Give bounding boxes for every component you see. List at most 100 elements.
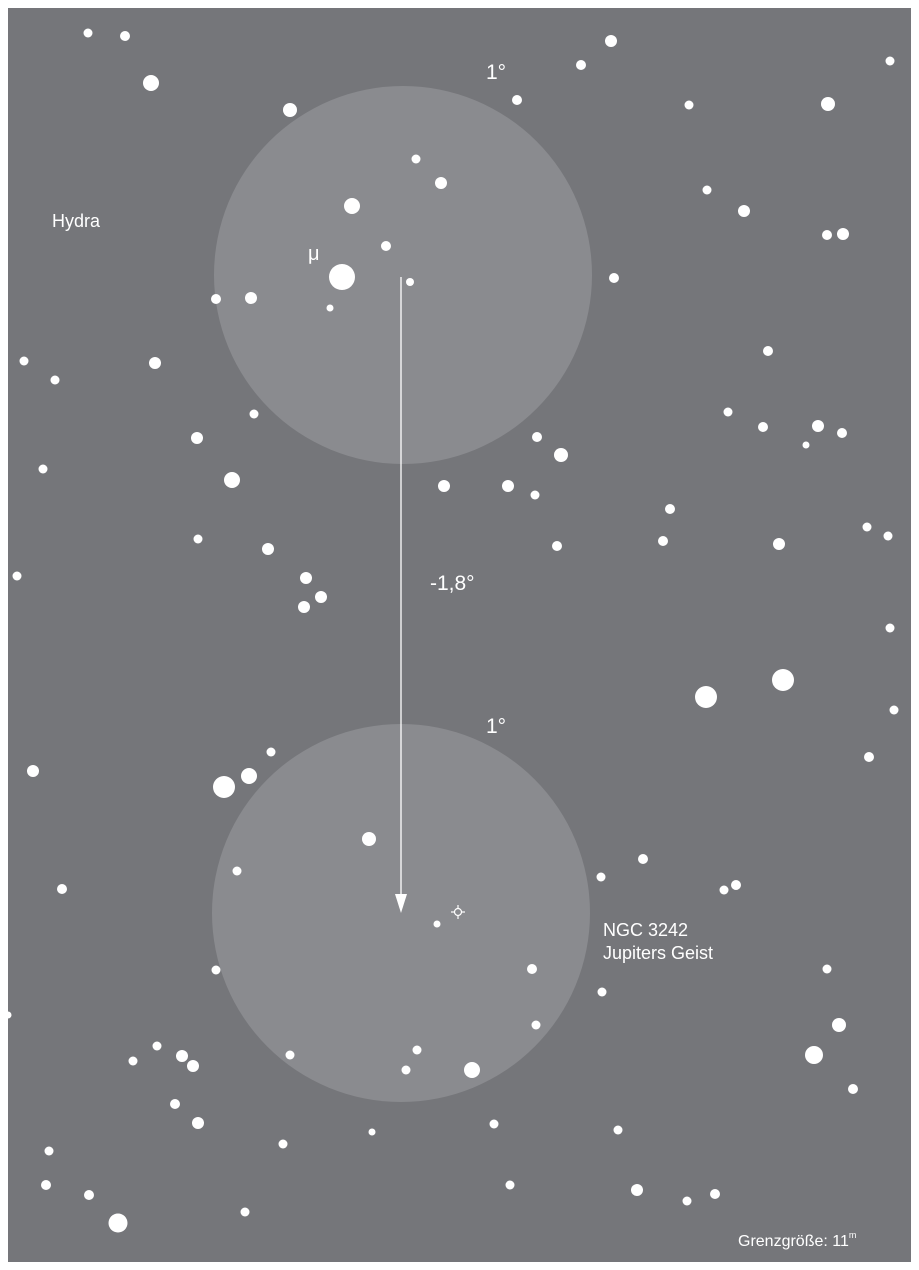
target-name-label: NGC 3242 xyxy=(603,920,688,940)
star xyxy=(211,294,221,304)
star xyxy=(298,601,310,613)
target-common-name-label: Jupiters Geist xyxy=(603,943,713,963)
star-field xyxy=(4,28,899,1233)
star xyxy=(368,1128,376,1136)
star xyxy=(527,964,537,974)
star xyxy=(120,31,130,41)
star xyxy=(502,480,514,492)
star xyxy=(684,100,694,110)
star xyxy=(315,591,327,603)
star xyxy=(152,1041,162,1051)
star xyxy=(864,752,874,762)
star xyxy=(344,198,360,214)
fov-label-top: 1° xyxy=(486,61,506,84)
star xyxy=(241,768,257,784)
star xyxy=(232,866,242,876)
star xyxy=(638,854,648,864)
star xyxy=(758,422,768,432)
star xyxy=(532,432,542,442)
star xyxy=(435,177,447,189)
star xyxy=(832,1018,846,1032)
star xyxy=(266,747,276,757)
star xyxy=(50,375,60,385)
limiting-magnitude-unit: m xyxy=(849,1230,857,1240)
star xyxy=(530,490,540,500)
star xyxy=(531,1020,541,1030)
star xyxy=(224,472,240,488)
star xyxy=(609,273,619,283)
star xyxy=(805,1046,823,1064)
star xyxy=(773,538,785,550)
star xyxy=(665,504,675,514)
star xyxy=(812,420,824,432)
star xyxy=(731,880,741,890)
fov-label-bottom: 1° xyxy=(486,715,506,738)
star xyxy=(411,154,421,164)
star xyxy=(738,205,750,217)
star xyxy=(326,304,334,312)
star xyxy=(885,623,895,633)
star xyxy=(631,1184,643,1196)
star xyxy=(329,264,355,290)
star xyxy=(57,884,67,894)
star xyxy=(837,428,847,438)
star xyxy=(821,97,835,111)
star xyxy=(362,832,376,846)
star xyxy=(278,1139,288,1149)
star xyxy=(143,75,159,91)
star xyxy=(489,1119,499,1129)
star xyxy=(187,1060,199,1072)
star xyxy=(191,432,203,444)
star xyxy=(682,1196,692,1206)
star xyxy=(381,241,391,251)
star xyxy=(433,920,441,928)
star xyxy=(38,464,48,474)
star xyxy=(84,1190,94,1200)
star xyxy=(213,776,235,798)
star xyxy=(822,230,832,240)
star xyxy=(658,536,668,546)
star xyxy=(4,1011,12,1019)
star xyxy=(883,531,893,541)
star xyxy=(763,346,773,356)
star xyxy=(772,669,794,691)
star xyxy=(837,228,849,240)
star xyxy=(406,278,414,286)
star xyxy=(12,571,22,581)
star xyxy=(41,1180,51,1190)
star xyxy=(576,60,586,70)
star xyxy=(192,1117,204,1129)
star xyxy=(723,407,733,417)
star xyxy=(412,1045,422,1055)
star xyxy=(149,357,161,369)
star xyxy=(885,56,895,66)
arrow-down-icon xyxy=(395,894,407,913)
field-of-view-circle-top xyxy=(214,86,592,464)
star xyxy=(245,292,257,304)
star-label-mu: μ xyxy=(308,243,320,265)
star xyxy=(44,1146,54,1156)
star xyxy=(300,572,312,584)
star xyxy=(170,1099,180,1109)
star xyxy=(19,356,29,366)
star xyxy=(552,541,562,551)
star xyxy=(262,543,274,555)
star xyxy=(613,1125,623,1135)
star xyxy=(848,1084,858,1094)
constellation-label: Hydra xyxy=(52,211,101,231)
star xyxy=(283,103,297,117)
star xyxy=(83,28,93,38)
star xyxy=(505,1180,515,1190)
star xyxy=(285,1050,295,1060)
star xyxy=(719,885,729,895)
star xyxy=(597,987,607,997)
star xyxy=(702,185,712,195)
limiting-magnitude-label: Grenzgröße: 11m xyxy=(738,1230,856,1250)
star xyxy=(862,522,872,532)
offset-label: -1,8° xyxy=(430,572,475,595)
star xyxy=(249,409,259,419)
star xyxy=(822,964,832,974)
star xyxy=(802,441,810,449)
star xyxy=(512,95,522,105)
